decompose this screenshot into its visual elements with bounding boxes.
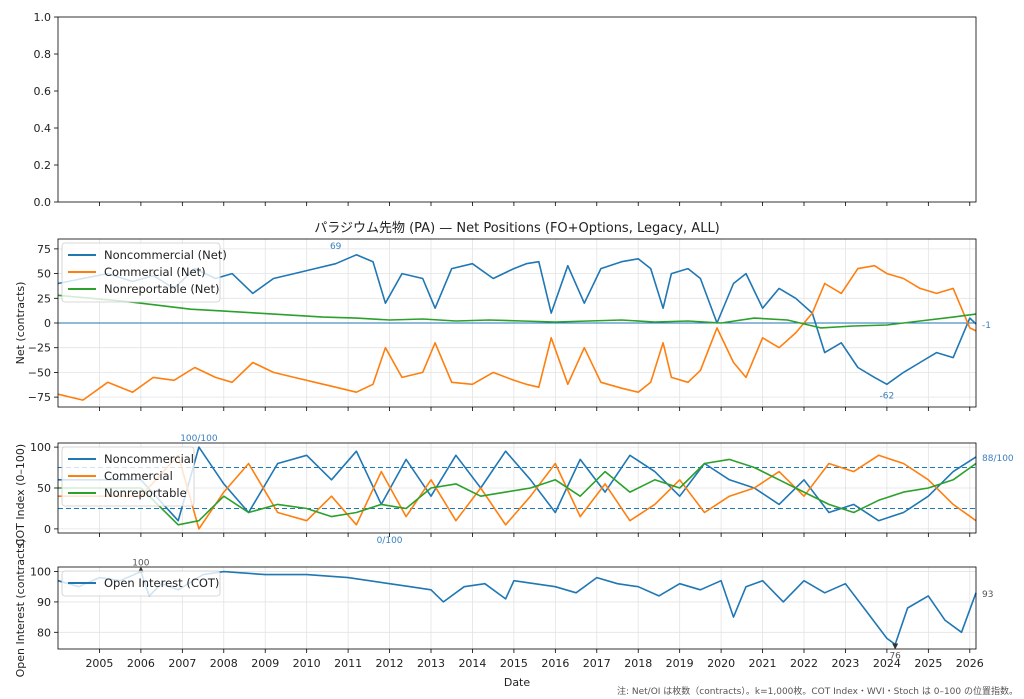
annotation-label: 0/100	[377, 536, 403, 546]
series-line-noncommercial-net	[57, 254, 977, 386]
footnote: 注: Net/OI は枚数（contracts）。k=1,000枚。COT In…	[617, 685, 1018, 697]
x-tick-label: 2021	[749, 657, 777, 670]
cot-legend: Noncommercial Commercial Nonreportable	[61, 446, 195, 507]
oi-panel-frame	[57, 566, 977, 650]
y-tick-label: 0.6	[34, 85, 52, 98]
annotation-label: 100	[132, 559, 149, 569]
y-tick-label: 90	[37, 596, 51, 609]
x-tick-label: 2024	[873, 657, 901, 670]
y-tick-label: 100	[30, 566, 51, 579]
y-tick-label: 75	[37, 243, 51, 256]
series-line-nonreportable-net	[57, 294, 977, 329]
x-tick-label: 2025	[914, 657, 942, 670]
y-tick-label: 0.8	[34, 48, 52, 61]
x-tick-label: 2026	[956, 657, 984, 670]
legend-box	[61, 446, 195, 507]
annotation-label: 76	[889, 651, 901, 661]
x-tick-label: 2010	[293, 657, 321, 670]
x-tick-label: 2011	[334, 657, 362, 670]
legend-label: Nonreportable	[104, 486, 187, 500]
y-tick-label: −25	[28, 342, 51, 355]
annotation-arrow	[892, 643, 899, 650]
x-tick-label: 2008	[210, 657, 238, 670]
y-tick-label: 80	[37, 626, 51, 639]
series-line-commercial	[58, 454, 977, 530]
legend-label: Commercial (Net)	[104, 265, 206, 279]
y-tick-label: 0	[44, 317, 51, 330]
y-tick-label: −75	[28, 391, 51, 404]
legend-label: Noncommercial	[104, 452, 194, 466]
oi-legend: Open Interest (COT)	[61, 570, 221, 597]
series-line-nonreportable	[58, 458, 977, 526]
annotation-label: 93	[982, 590, 993, 600]
annotation-label: -62	[880, 391, 895, 401]
x-tick-label: 2023	[831, 657, 859, 670]
x-axis-label: Date	[504, 676, 531, 689]
net-chart-title: パラジウム先物 (PA) — Net Positions (FO+Options…	[314, 221, 720, 236]
net-legend: Noncommercial (Net) Commercial (Net) Nonre…	[61, 242, 227, 303]
x-tick-label: 2015	[500, 657, 528, 670]
annotation-label: 69	[330, 242, 342, 252]
x-tick-label: 2007	[168, 657, 196, 670]
y-tick-label: 100	[30, 441, 51, 454]
net-positions-panel: パラジウム先物 (PA) — Net Positions (FO+Options…	[14, 221, 991, 411]
x-tick-label: 2006	[127, 657, 155, 670]
x-tick-label: 2019	[666, 657, 694, 670]
legend-label: Nonreportable (Net)	[104, 282, 219, 296]
x-tick-label: 2020	[707, 657, 735, 670]
x-tick-label: 2018	[624, 657, 652, 670]
legend-box	[61, 570, 221, 597]
x-tick-label: 2005	[85, 657, 113, 670]
y-tick-label: 0	[44, 523, 51, 536]
net-ylabel: Net (contracts)	[14, 282, 27, 365]
x-tick-label: 2017	[583, 657, 611, 670]
y-tick-label: 0.2	[34, 159, 52, 172]
empty-panel-frame	[57, 16, 977, 203]
x-tick-label: 2016	[541, 657, 569, 670]
cot-index-panel: 0 50 100 100/100 0/100 88/100 COT Index (0–1…	[14, 434, 1014, 546]
x-tick-label: 2009	[251, 657, 279, 670]
x-tick-label: 2013	[417, 657, 445, 670]
legend-label: Noncommercial (Net)	[104, 248, 227, 262]
series-line-noncommercial	[58, 446, 977, 522]
y-tick-label: 50	[37, 482, 51, 495]
y-tick-label: 1.0	[34, 11, 52, 24]
legend-label: Commercial	[104, 469, 173, 483]
annotation-label: 88/100	[982, 454, 1014, 464]
cot-ylabel: COT Index (0–100)	[14, 444, 27, 546]
y-tick-label: 0.0	[34, 196, 52, 209]
empty-top-panel: 0.0 0.2 0.4 0.6 0.8 1.0	[34, 11, 977, 209]
x-tick-label: 2012	[376, 657, 404, 670]
annotation-label: -1	[982, 321, 991, 331]
series-line-commercial-net	[57, 264, 977, 401]
oi-ylabel: Open Interest (contracts)	[14, 539, 27, 678]
annotation-label: 100/100	[180, 434, 218, 444]
y-tick-label: 50	[37, 268, 51, 281]
open-interest-panel: 80 90 100 2005 2006 2007 2008 2009 2010 2011 2012…	[14, 539, 993, 689]
legend-box	[61, 242, 221, 303]
x-tick-label: 2022	[790, 657, 818, 670]
legend-label: Open Interest (COT)	[104, 576, 219, 590]
y-tick-label: 0.4	[34, 122, 52, 135]
y-tick-label: 25	[37, 292, 51, 305]
x-tick-label: 2014	[458, 657, 486, 670]
y-tick-label: −50	[28, 366, 51, 379]
